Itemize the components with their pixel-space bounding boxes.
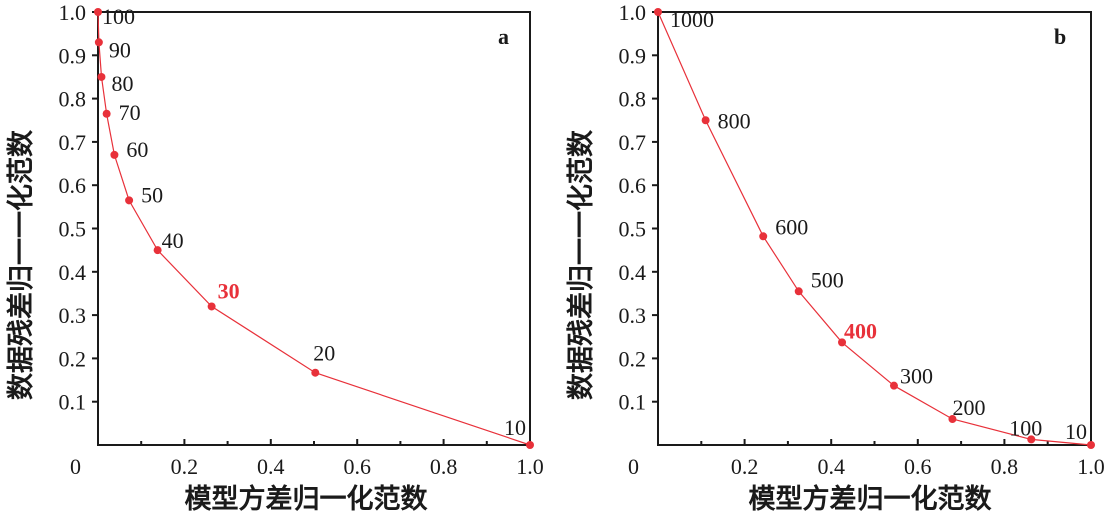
point-label: 500 [811,267,844,292]
point-label: 10 [1065,419,1087,444]
x-tick-label: 0.4 [817,454,845,479]
point-label: 20 [313,341,335,366]
data-point [94,38,103,47]
y-tick-label: 0.7 [59,130,87,155]
y-tick-label: 0.9 [619,43,647,68]
y-tick-label: 0.4 [59,260,87,285]
panel-b-axes: 0.2 0.4 0.6 0.8 1.0 0.1 0.2 0.3 0.4 0.5 0.6 0.7 0.8 0… [619,0,1105,479]
data-point [526,441,534,449]
data-point [1087,441,1095,449]
panel-b-points [654,8,1095,449]
panel-a-x-axis-title: 模型方差归一化范数 [185,483,429,514]
x-tick-label: 1.0 [516,454,544,479]
y-tick-label: 0.6 [619,173,647,198]
y-tick-label: 0.8 [59,87,87,112]
point-label: 600 [775,214,808,239]
y-tick-label: 0.1 [59,390,87,415]
y-tick-label: 0.2 [59,346,87,371]
point-label: 40 [162,228,184,253]
panel-b-x-axis-title: 模型方差归一化范数 [749,483,993,514]
point-label: 50 [141,182,163,207]
data-point [94,8,102,16]
panel-a-origin-label: 0 [70,454,81,479]
y-tick-label: 0.1 [619,390,647,415]
data-point [654,8,662,16]
panel-a-y-axis-title: 数据残差归一一化范数 [5,129,36,400]
point-label: 200 [952,395,985,420]
data-point [838,338,847,347]
point-label: 1000 [670,7,714,32]
x-tick-label: 0.2 [731,454,759,479]
plot-frame [657,11,1092,446]
data-point [1027,435,1036,444]
data-point [207,302,216,311]
highlighted-point-label: 30 [218,278,240,303]
x-tick-label: 0.4 [257,454,285,479]
point-label: 10 [504,415,526,440]
series-line [97,11,531,446]
panel-b-origin-label: 0 [628,454,639,479]
panel-b-series [657,11,1092,446]
panel-a-points [94,8,534,449]
point-label: 100 [102,4,135,29]
y-tick-label: 0.5 [59,217,87,242]
highlighted-point-label: 400 [844,318,877,343]
panel-b-letter: b [1054,24,1066,49]
data-point [311,368,320,377]
panel-b-point-labels: 1000 800 600 500 400 300 200 100 10 [670,7,1087,444]
point-label: 90 [109,37,131,62]
panel-b: 0.2 0.4 0.6 0.8 1.0 0.1 0.2 0.3 0.4 0.5 0.6 0.7 0.8 0… [565,0,1105,514]
point-label: 60 [126,137,148,162]
x-tick-label: 0.6 [343,454,371,479]
y-tick-label: 0.3 [619,303,647,328]
data-point [153,246,162,255]
x-tick-label: 0.8 [991,454,1019,479]
y-tick-label: 0.5 [619,217,647,242]
data-point [889,381,898,390]
y-tick-label: 0.9 [59,43,87,68]
data-point [759,232,768,241]
panel-a-series [97,11,531,446]
x-tick-label: 0.2 [171,454,199,479]
panel-a-letter: a [498,24,509,49]
y-tick-label: 0.4 [619,260,647,285]
y-tick-label: 0.6 [59,173,87,198]
y-tick-label: 0.2 [619,346,647,371]
data-point [794,287,803,296]
data-point [102,109,111,118]
y-tick-label: 0.3 [59,303,87,328]
data-point [948,415,957,424]
point-label: 100 [1009,415,1042,440]
point-label: 70 [119,100,141,125]
y-tick-label: 0.8 [619,87,647,112]
data-point [125,196,134,205]
y-tick-label: 1.0 [59,0,87,25]
panel-b-y-axis-title: 数据残差归一一化范数 [565,129,596,400]
point-label: 800 [718,108,751,133]
series-line [657,11,1092,446]
data-point [110,150,119,159]
data-point [701,116,710,125]
x-tick-label: 1.0 [1077,454,1105,479]
point-label: 300 [900,364,933,389]
y-tick-label: 1.0 [619,0,647,25]
y-tick-label: 0.7 [619,130,647,155]
data-point [97,72,106,81]
panel-a-point-labels: 100 90 80 70 60 50 40 30 20 10 [102,4,526,440]
panel-a: 0.2 0.4 0.6 0.8 1.0 0.1 0.2 0.3 0.4 0.5 0.6 0.7 0.8 0… [5,0,544,514]
panel-a-axes: 0.2 0.4 0.6 0.8 1.0 0.1 0.2 0.3 0.4 0.5 0.6 0.7 0.8 0… [59,0,544,479]
point-label: 80 [111,71,133,96]
x-tick-label: 0.6 [904,454,932,479]
x-tick-label: 0.8 [430,454,458,479]
